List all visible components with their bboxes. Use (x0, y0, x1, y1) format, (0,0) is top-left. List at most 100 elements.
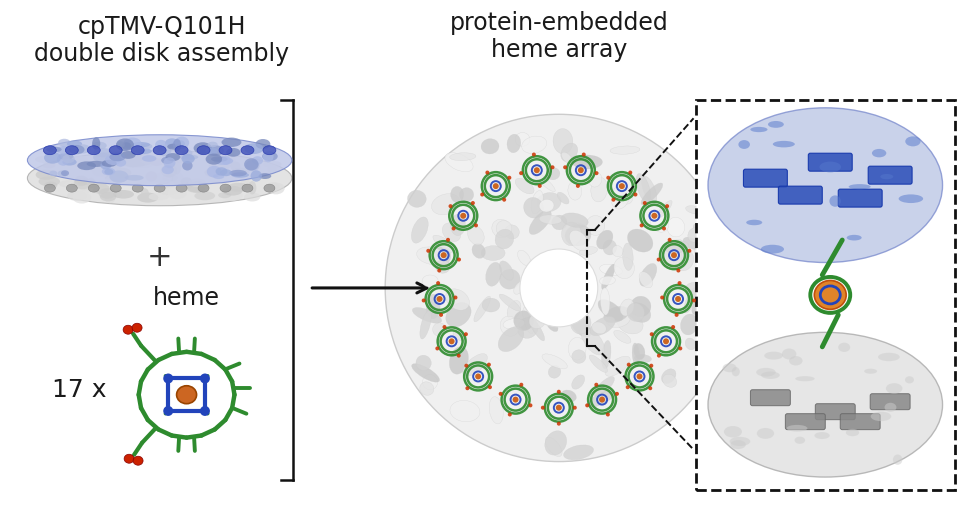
Ellipse shape (263, 161, 282, 168)
Ellipse shape (796, 376, 815, 382)
Ellipse shape (665, 204, 669, 208)
Ellipse shape (542, 354, 567, 369)
Ellipse shape (126, 161, 138, 168)
Ellipse shape (708, 108, 943, 263)
Ellipse shape (58, 171, 67, 177)
Ellipse shape (110, 146, 122, 155)
Ellipse shape (617, 313, 643, 334)
Ellipse shape (436, 296, 443, 302)
Ellipse shape (263, 146, 276, 155)
Ellipse shape (36, 170, 57, 180)
Ellipse shape (66, 184, 77, 192)
Ellipse shape (707, 307, 727, 323)
Ellipse shape (264, 184, 275, 192)
Ellipse shape (600, 276, 615, 285)
Ellipse shape (661, 369, 676, 384)
Ellipse shape (589, 172, 602, 187)
Ellipse shape (125, 175, 143, 180)
Ellipse shape (698, 236, 714, 248)
Ellipse shape (538, 184, 542, 188)
Ellipse shape (585, 403, 589, 407)
Ellipse shape (675, 296, 681, 302)
Ellipse shape (115, 158, 126, 166)
Ellipse shape (529, 403, 532, 407)
Ellipse shape (592, 322, 606, 334)
Ellipse shape (507, 300, 521, 320)
Ellipse shape (450, 153, 476, 161)
Ellipse shape (200, 406, 209, 416)
Ellipse shape (215, 156, 235, 166)
Ellipse shape (175, 146, 188, 155)
Ellipse shape (454, 296, 457, 299)
Ellipse shape (530, 313, 546, 328)
Ellipse shape (905, 376, 914, 384)
Ellipse shape (872, 149, 886, 157)
Ellipse shape (678, 281, 681, 285)
Ellipse shape (871, 412, 891, 421)
Ellipse shape (465, 386, 469, 390)
Ellipse shape (44, 184, 56, 192)
Ellipse shape (159, 185, 180, 195)
Ellipse shape (194, 191, 215, 200)
Ellipse shape (692, 298, 696, 302)
Ellipse shape (620, 193, 632, 204)
Ellipse shape (182, 150, 192, 156)
Ellipse shape (226, 148, 240, 157)
Ellipse shape (113, 168, 132, 178)
Ellipse shape (450, 346, 468, 374)
Ellipse shape (614, 330, 631, 343)
Ellipse shape (248, 181, 257, 194)
Ellipse shape (597, 230, 613, 249)
Ellipse shape (471, 201, 475, 205)
FancyBboxPatch shape (785, 414, 825, 430)
Ellipse shape (431, 194, 460, 215)
Ellipse shape (517, 317, 538, 338)
Ellipse shape (880, 174, 894, 179)
Ellipse shape (694, 243, 709, 258)
Ellipse shape (659, 246, 682, 267)
Ellipse shape (761, 372, 779, 379)
Ellipse shape (241, 146, 254, 155)
Ellipse shape (451, 214, 465, 236)
Ellipse shape (28, 150, 292, 206)
Ellipse shape (545, 437, 562, 457)
Ellipse shape (563, 165, 567, 169)
Ellipse shape (730, 440, 746, 449)
Ellipse shape (787, 425, 807, 432)
Ellipse shape (520, 249, 598, 327)
Ellipse shape (163, 406, 173, 416)
Ellipse shape (446, 238, 450, 242)
Ellipse shape (154, 184, 165, 192)
Ellipse shape (579, 247, 598, 255)
Ellipse shape (485, 262, 502, 286)
Ellipse shape (761, 245, 784, 254)
Ellipse shape (93, 148, 112, 157)
Ellipse shape (206, 145, 224, 156)
Ellipse shape (519, 171, 523, 175)
Ellipse shape (475, 373, 481, 379)
Ellipse shape (523, 307, 534, 333)
Ellipse shape (514, 311, 533, 330)
Ellipse shape (468, 226, 484, 245)
Ellipse shape (161, 157, 174, 164)
Ellipse shape (640, 223, 644, 227)
Ellipse shape (615, 392, 619, 396)
Ellipse shape (99, 188, 116, 199)
Ellipse shape (657, 201, 672, 218)
Ellipse shape (545, 431, 567, 455)
Ellipse shape (847, 235, 862, 240)
Text: 17 x: 17 x (52, 378, 107, 402)
Ellipse shape (561, 390, 577, 402)
Ellipse shape (263, 151, 274, 162)
Ellipse shape (67, 191, 87, 201)
FancyBboxPatch shape (778, 186, 823, 204)
Ellipse shape (849, 184, 871, 189)
Ellipse shape (121, 151, 136, 159)
Ellipse shape (220, 184, 231, 192)
Ellipse shape (431, 247, 451, 267)
Ellipse shape (782, 348, 797, 359)
Ellipse shape (230, 170, 247, 176)
Ellipse shape (723, 363, 736, 372)
Ellipse shape (245, 160, 259, 171)
Ellipse shape (640, 263, 656, 286)
